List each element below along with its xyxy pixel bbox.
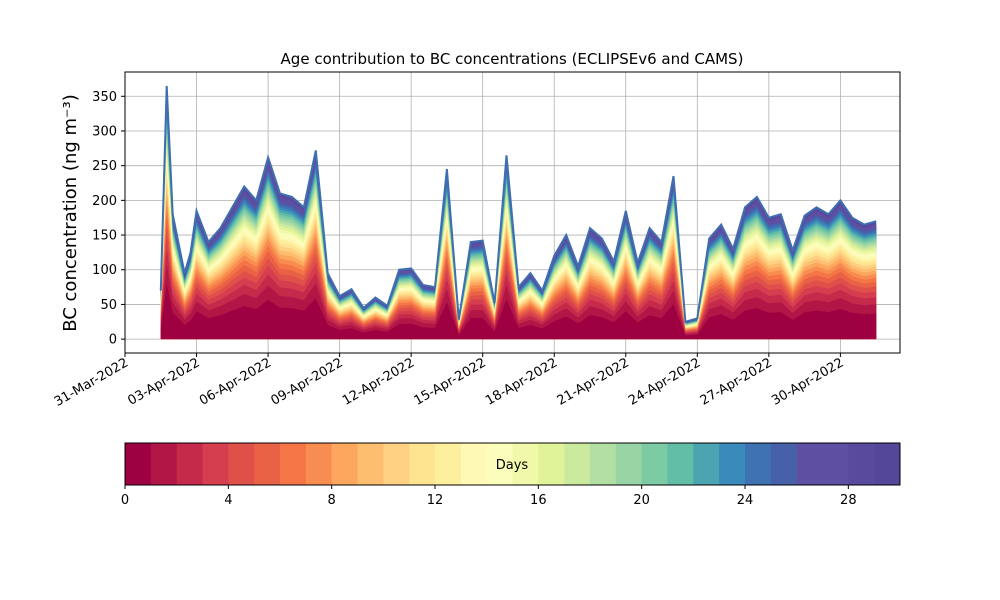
colorbar-segment <box>745 443 772 485</box>
colorbar-tick-label: 20 <box>633 493 650 508</box>
y-axis: 0 50 100 150 200 250 300 350 <box>92 90 125 348</box>
colorbar-label: Days <box>496 458 529 473</box>
y-tick-label: 150 <box>92 229 117 244</box>
colorbar-segment <box>796 443 823 485</box>
x-tick-label: 03-Apr-2022 <box>125 355 202 408</box>
colorbar-segment <box>770 443 798 485</box>
colorbar-frame <box>124 442 901 486</box>
colorbar-segment <box>383 443 410 485</box>
colorbar-segment <box>331 443 358 485</box>
colorbar-segment <box>202 443 229 485</box>
x-tick-label: 18-Apr-2022 <box>483 355 560 408</box>
area-layers <box>159 85 877 340</box>
colorbar-segment <box>125 443 152 485</box>
colorbar-segment <box>280 443 307 485</box>
colorbar-segment <box>874 443 901 485</box>
x-tick-label: 09-Apr-2022 <box>268 355 345 408</box>
colorbar-segment <box>409 443 436 485</box>
colorbar-segment <box>667 443 694 485</box>
x-tick-label: 31-Mar-2022 <box>52 355 131 409</box>
plot-frame <box>124 71 901 354</box>
colorbar-segment <box>641 443 668 485</box>
y-tick-label: 200 <box>92 194 117 209</box>
colorbar-ticks: 0 4 8 12 16 20 24 28 <box>121 485 857 508</box>
colorbar-tick-label: 28 <box>840 493 857 508</box>
colorbar-tick-label: 0 <box>121 493 129 508</box>
colorbar-segment <box>460 443 488 485</box>
colorbar-tick-label: 16 <box>530 493 547 508</box>
colorbar-segment <box>719 443 746 485</box>
age-layer <box>160 284 877 340</box>
colorbar-segment <box>564 443 591 485</box>
colorbar-segment <box>254 443 281 485</box>
colorbar-tick-label: 24 <box>737 493 754 508</box>
colorbar-segment <box>486 443 513 485</box>
x-tick-label: 15-Apr-2022 <box>412 355 489 408</box>
colorbar-segment <box>305 443 333 485</box>
x-axis: 31-Mar-202203-Apr-202206-Apr-202209-Apr-… <box>52 353 846 410</box>
colorbar-tick-label: 4 <box>224 493 232 508</box>
y-tick-label: 50 <box>100 298 117 313</box>
chart-title: Age contribution to BC concentrations (E… <box>281 50 744 68</box>
colorbar-segment <box>150 443 178 485</box>
y-tick-label: 350 <box>92 90 117 105</box>
colorbar <box>125 443 901 485</box>
x-tick-label: 21-Apr-2022 <box>555 355 632 408</box>
colorbar-segment <box>228 443 255 485</box>
colorbar-segment <box>176 443 203 485</box>
x-tick-label: 12-Apr-2022 <box>340 355 417 408</box>
y-axis-label: BC concentration (ng m⁻³) <box>60 94 81 332</box>
x-tick-label: 30-Apr-2022 <box>769 355 846 408</box>
y-tick-label: 300 <box>92 124 117 139</box>
colorbar-segment <box>848 443 875 485</box>
x-tick-label: 27-Apr-2022 <box>698 355 775 408</box>
colorbar-segment <box>615 443 643 485</box>
total-line <box>159 85 877 324</box>
x-tick-label: 24-Apr-2022 <box>626 355 703 408</box>
colorbar-segment <box>590 443 617 485</box>
colorbar-segment <box>538 443 565 485</box>
colorbar-tick-label: 8 <box>328 493 336 508</box>
y-tick-label: 250 <box>92 159 117 174</box>
colorbar-segment <box>693 443 720 485</box>
colorbar-segment <box>822 443 849 485</box>
colorbar-segment <box>435 443 462 485</box>
colorbar-tick-label: 12 <box>427 493 444 508</box>
colorbar-segment <box>512 443 539 485</box>
x-tick-label: 06-Apr-2022 <box>197 355 274 408</box>
y-tick-label: 0 <box>109 333 117 348</box>
colorbar-segment <box>357 443 384 485</box>
y-tick-label: 100 <box>92 263 117 278</box>
